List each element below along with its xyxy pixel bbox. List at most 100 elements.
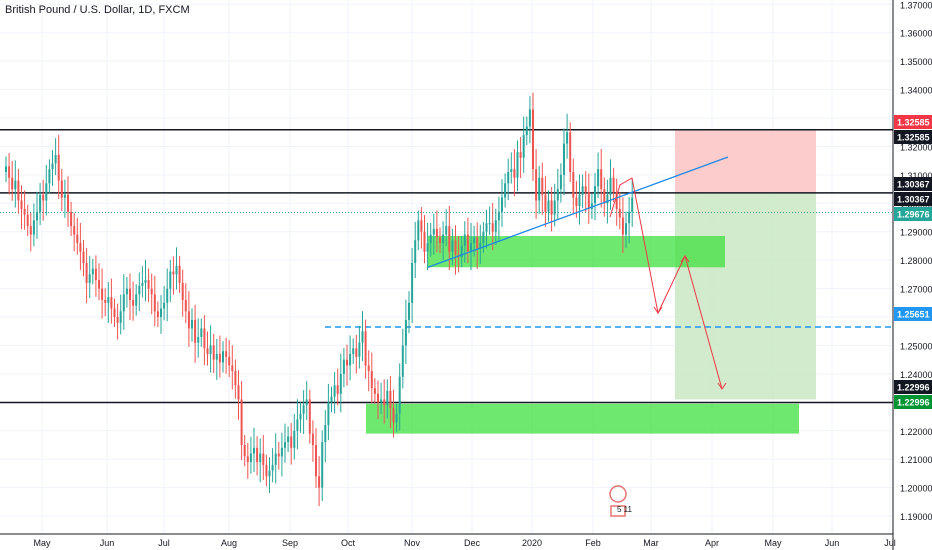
candle-body — [525, 126, 528, 136]
candle-body — [26, 214, 29, 227]
x-tick-label: Nov — [404, 538, 421, 548]
price-label: 1.30367 — [897, 180, 930, 190]
candle-body — [417, 220, 420, 241]
candle-body — [364, 331, 367, 366]
candle-body — [584, 186, 587, 192]
candle-body — [122, 294, 125, 312]
candle-body — [73, 226, 76, 235]
candle-body — [79, 243, 82, 252]
y-tick-label: 1.36000 — [900, 29, 932, 39]
candle-body — [346, 359, 348, 366]
candle-body — [476, 237, 479, 249]
x-tick-label: Dec — [464, 538, 481, 548]
candle-body — [212, 345, 215, 360]
candle-body — [491, 223, 494, 232]
candle-body — [169, 271, 172, 289]
candle-body — [101, 288, 104, 300]
x-tick-label: Feb — [585, 538, 601, 548]
candle-body — [336, 385, 339, 394]
candle-body — [575, 197, 578, 207]
candle-body — [547, 200, 550, 212]
y-tick-label: 1.24000 — [900, 370, 932, 380]
candle-body — [563, 143, 565, 175]
price-label-bg — [894, 115, 932, 129]
candle-body — [45, 183, 48, 201]
candle-body — [284, 442, 286, 448]
candle-body — [482, 231, 485, 244]
candle-body — [339, 373, 342, 394]
y-tick-label: 1.22000 — [900, 427, 932, 437]
candle-body — [566, 132, 569, 144]
candle-body — [408, 302, 410, 320]
candle-body — [432, 228, 435, 235]
candle-body — [119, 311, 122, 323]
candle-body — [249, 453, 252, 463]
candle-body — [141, 282, 144, 286]
candle-body — [116, 317, 119, 323]
candle-body — [342, 359, 345, 374]
candle-body — [631, 197, 634, 212]
candle-body — [448, 226, 451, 252]
candle-body — [32, 220, 35, 235]
candle-body — [209, 345, 212, 355]
candle-body — [454, 240, 457, 255]
x-tick-label: May — [764, 538, 782, 548]
candle-body — [138, 285, 141, 295]
candle-body — [144, 280, 147, 283]
candle-body — [231, 365, 234, 372]
candle-body — [628, 211, 631, 224]
candle-body — [324, 425, 327, 443]
price-label: 1.22996 — [897, 398, 930, 408]
candle-body — [308, 399, 311, 434]
y-tick-label: 1.35000 — [900, 57, 932, 67]
candle-body — [11, 177, 14, 190]
candle-body — [274, 453, 277, 465]
price-label-bg — [894, 130, 932, 144]
y-tick-label: 1.31000 — [900, 171, 932, 181]
candle-body — [228, 356, 231, 366]
candle-body — [51, 163, 54, 170]
candle-body — [63, 194, 66, 198]
candle-body — [191, 319, 193, 329]
loss-zone — [675, 129, 816, 193]
candle-body — [404, 319, 407, 346]
candle-body — [463, 234, 466, 246]
candle-body — [293, 430, 296, 448]
candle-body — [442, 234, 445, 244]
candle-body — [451, 240, 454, 252]
candle-body — [470, 243, 472, 252]
candle-body — [265, 464, 268, 477]
candle-body — [315, 445, 317, 477]
candle-body — [538, 177, 541, 201]
candle-body — [42, 194, 45, 201]
candle-body — [383, 399, 386, 406]
candle-body — [82, 251, 85, 264]
candle-body — [302, 405, 305, 414]
candle-body — [439, 237, 441, 244]
candle-body — [590, 203, 593, 209]
candle-body — [618, 208, 621, 218]
candle-body — [48, 169, 51, 184]
y-tick-label: 1.32000 — [900, 142, 932, 152]
candle-body — [200, 328, 203, 337]
candle-body — [206, 348, 209, 355]
y-tick-label: 1.20000 — [900, 484, 932, 494]
candle-body — [54, 154, 57, 164]
candle-body — [380, 399, 383, 403]
candle-body — [287, 436, 290, 443]
candle-body — [262, 453, 265, 465]
candle-body — [541, 177, 544, 195]
y-tick-label: 1.28000 — [900, 256, 932, 266]
candle-body — [91, 268, 94, 275]
candle-body — [507, 172, 510, 184]
candle-body — [197, 336, 200, 343]
candle-body — [420, 220, 423, 232]
price-label: 1.25651 — [897, 310, 930, 320]
candle-body — [166, 288, 169, 303]
candle-body — [234, 371, 237, 386]
candle-body — [513, 169, 516, 178]
candle-body — [355, 348, 358, 357]
candle-body — [129, 288, 131, 300]
